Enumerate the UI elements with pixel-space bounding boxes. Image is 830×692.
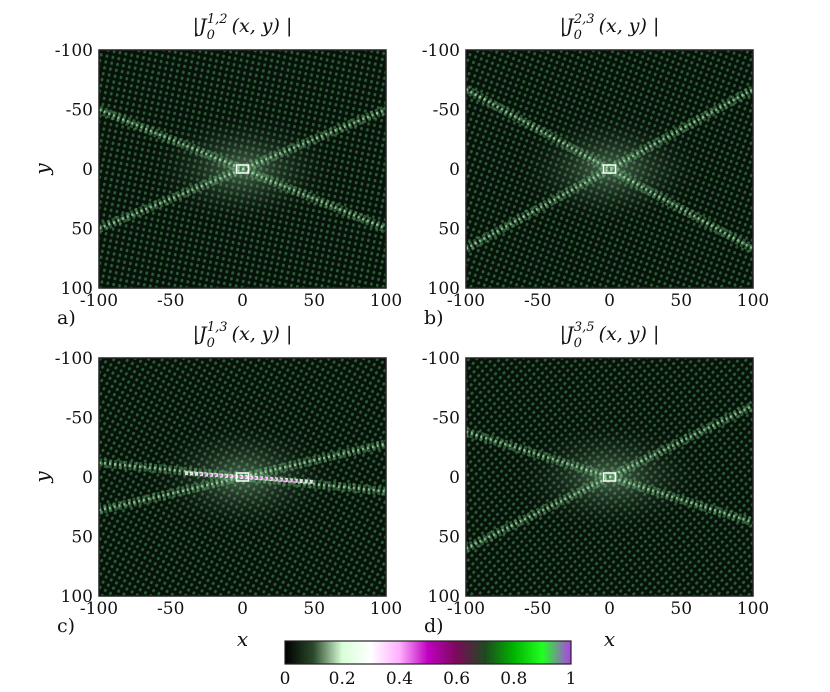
y-tick-label: -50: [66, 409, 93, 429]
x-tick-label: 0: [237, 599, 248, 619]
y-tick-label: 50: [71, 528, 93, 548]
y-tick-label: 0: [449, 468, 460, 488]
x-tick-label: -50: [157, 291, 184, 311]
x-tick-label: 100: [370, 291, 402, 311]
x-tick-label: 50: [303, 599, 325, 619]
x-tick-label: 0: [237, 291, 248, 311]
y-axis-label: y: [30, 163, 54, 176]
y-tick-label: -50: [433, 101, 460, 121]
axes-frame: [465, 357, 754, 597]
x-tick-label: 50: [670, 291, 692, 311]
y-tick-label: 100: [61, 587, 93, 607]
y-tick-label: 50: [438, 220, 460, 240]
axes-frame: [98, 49, 387, 289]
x-tick-label: -100: [447, 599, 485, 619]
x-tick-label: -100: [447, 291, 485, 311]
ridge-core: [99, 461, 386, 493]
x-tick-label: 0: [604, 599, 615, 619]
y-tick-label: 0: [82, 468, 93, 488]
y-tick-label: -100: [55, 41, 93, 61]
x-tick-label: -50: [524, 291, 551, 311]
y-tick-label: 100: [428, 279, 460, 299]
y-tick-label: 0: [449, 160, 460, 180]
axes-frame: [465, 49, 754, 289]
axes-frame: [98, 357, 387, 597]
panel-label: b): [424, 307, 444, 329]
x-tick-label: -100: [80, 599, 118, 619]
central-glow: [509, 109, 710, 229]
colorbar-gradient: [284, 640, 572, 665]
x-tick-label: 50: [670, 599, 692, 619]
center-peak: [235, 472, 250, 482]
x-tick-label: 100: [737, 291, 769, 311]
colorbar-tick-label: 0.6: [443, 669, 470, 689]
center-peak: [602, 164, 617, 174]
panel-label: d): [424, 615, 444, 637]
y-tick-label: 50: [438, 528, 460, 548]
panel-title: |J01,2 (x, y) |: [193, 12, 293, 43]
x-axis-label: x: [604, 627, 615, 651]
panel-label: c): [57, 615, 75, 637]
panel-title: |J03,5 (x, y) |: [560, 320, 660, 351]
y-tick-label: -50: [433, 409, 460, 429]
colorbar-tick-label: 1: [566, 669, 577, 689]
x-tick-label: 0: [604, 291, 615, 311]
center-peak: [235, 164, 250, 174]
x-tick-label: -100: [80, 291, 118, 311]
ridge-core: [99, 442, 386, 512]
y-tick-label: -100: [422, 41, 460, 61]
x-tick-label: -50: [524, 599, 551, 619]
colorbar-tick-label: 0.4: [386, 669, 413, 689]
colorbar-tick-label: 0.2: [329, 669, 356, 689]
colorbar-tick-label: 0.8: [500, 669, 527, 689]
y-axis-label: y: [30, 471, 54, 484]
y-tick-label: -50: [66, 101, 93, 121]
x-tick-label: -50: [157, 599, 184, 619]
y-tick-label: 0: [82, 160, 93, 180]
x-tick-label: 100: [370, 599, 402, 619]
y-tick-label: 100: [428, 587, 460, 607]
panel-label: a): [57, 307, 76, 329]
peak-streak-magenta: [199, 473, 300, 482]
x-tick-label: 100: [737, 599, 769, 619]
colorbar: 0 0.2 0.4 0.6 0.8 1: [280, 640, 577, 689]
ridge-core: [99, 108, 386, 230]
panel-title: |J02,3 (x, y) |: [560, 12, 660, 43]
peak-streak: [184, 471, 315, 484]
ridge-core: [466, 404, 753, 550]
y-tick-label: -100: [422, 349, 460, 369]
panel-title: |J01,3 (x, y) |: [193, 320, 293, 351]
y-tick-label: 100: [61, 279, 93, 299]
y-tick-label: 50: [71, 220, 93, 240]
x-axis-label: x: [237, 627, 248, 651]
x-tick-label: 50: [303, 291, 325, 311]
center-peak: [602, 472, 617, 482]
colorbar-tick-label: 0: [280, 669, 291, 689]
y-tick-label: -100: [55, 349, 93, 369]
